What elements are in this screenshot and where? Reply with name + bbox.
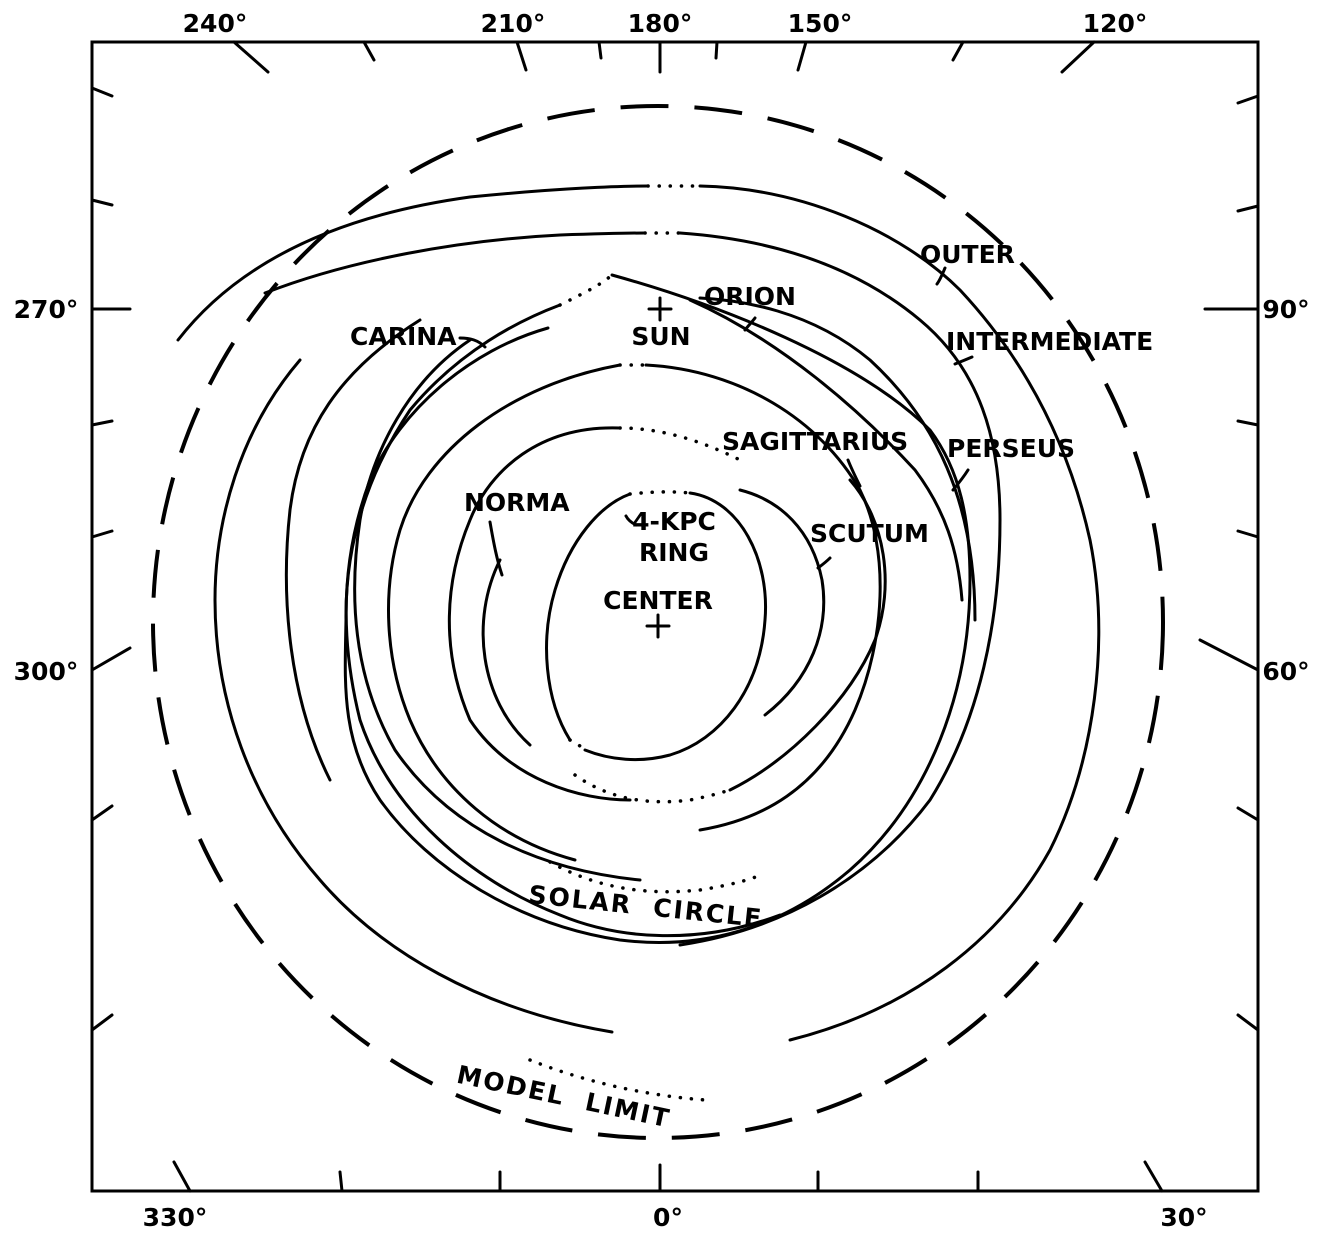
sun-marker — [647, 296, 673, 322]
bottom-longitude-label: 330° — [143, 1203, 208, 1232]
intermediate-arm-label: INTERMEDIATE — [946, 327, 1153, 356]
right-longitude-label: 90° — [1262, 295, 1309, 324]
bottom-longitude-label: 30° — [1160, 1203, 1207, 1232]
orion-arm-curve — [688, 298, 964, 602]
frame-ticks — [90, 40, 1260, 1193]
plot-frame — [90, 40, 1260, 1193]
spiral-arms — [176, 184, 1101, 1042]
scutum-arm-label: SCUTUM — [810, 519, 929, 548]
top-longitude-label: 240° — [183, 9, 248, 38]
sagittarius-arm-curve — [387, 363, 882, 862]
top-longitude-label: 120° — [1083, 9, 1148, 38]
right-longitude-label: 60° — [1262, 657, 1309, 686]
top-longitude-label: 210° — [481, 9, 546, 38]
left-longitude-label: 270° — [14, 295, 79, 324]
four-kpc-ring-label: RING — [639, 538, 709, 567]
norma-arm-curve — [481, 488, 826, 747]
sagittarius-arm-label: SAGITTARIUS — [722, 427, 908, 456]
outer-arm-curve — [176, 184, 1101, 1042]
carina-arm-label: CARINA — [350, 322, 457, 351]
scutum-arm-curve — [447, 426, 887, 802]
four-kpc-ring-label: 4-KPC — [632, 507, 716, 536]
center-label: CENTER — [603, 586, 713, 615]
four-kpc-ring-curve — [545, 491, 768, 762]
model-limit-circle — [151, 104, 1165, 1140]
intermediate-arm-curve — [263, 231, 1002, 947]
sun-label: SUN — [631, 322, 690, 351]
dotted-segments — [528, 184, 762, 1102]
perseus-arm-label: PERSEUS — [947, 434, 1075, 463]
orion-arm-label: ORION — [704, 282, 796, 311]
left-longitude-label: 300° — [14, 657, 79, 686]
leader-lines — [458, 266, 974, 577]
center-marker — [645, 613, 671, 639]
bottom-longitude-label: 0° — [653, 1203, 683, 1232]
norma-arm-label: NORMA — [464, 488, 570, 517]
carina-arm-curve — [353, 338, 642, 882]
solar-circle-curve — [344, 296, 977, 938]
top-longitude-label: 180° — [628, 9, 693, 38]
outer-arm-label: OUTER — [920, 240, 1015, 269]
top-longitude-label: 150° — [788, 9, 853, 38]
